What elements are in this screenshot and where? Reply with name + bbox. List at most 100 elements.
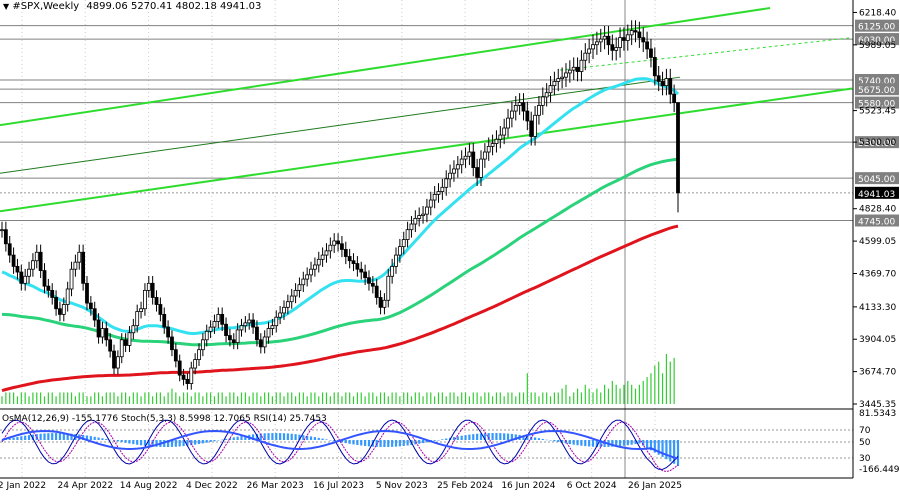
candle-body: [197, 349, 201, 360]
osma-bar: [495, 433, 498, 440]
osma-bar: [251, 434, 255, 440]
volume-bar: [472, 392, 474, 404]
candle-body: [479, 158, 483, 178]
osma-bar: [82, 434, 85, 440]
osma-bar: [290, 433, 293, 440]
volume-bar: [468, 396, 471, 404]
volume-bar: [422, 396, 424, 404]
candle-body: [564, 72, 568, 78]
osma-bar: [541, 438, 544, 440]
osma-bar: [190, 440, 193, 446]
current-price-label: 4941.03: [858, 190, 895, 200]
volume-bar: [376, 396, 378, 404]
osma-bar: [676, 440, 680, 467]
level-label: 5675.00: [858, 86, 895, 96]
volume-bar: [584, 384, 586, 404]
candle-body: [239, 325, 244, 331]
osma-bar: [182, 440, 185, 447]
osma-bar: [491, 433, 494, 440]
volume-bar: [109, 392, 111, 404]
oscillator-panel: 81.5343 70 50 30-166.4495 OsMA(12,26,9) -155…: [0, 409, 900, 475]
y-tick-label: 5989.05: [859, 41, 896, 51]
osma-bar: [669, 440, 672, 462]
volume-bar: [673, 357, 675, 404]
volume-bar: [86, 396, 88, 404]
volume-bar: [275, 392, 277, 404]
volume-bar: [217, 392, 219, 404]
volume-bar: [360, 392, 362, 404]
candle-body: [293, 289, 298, 297]
osma-bar: [236, 436, 239, 440]
candle-body: [181, 374, 186, 380]
candle-body: [637, 31, 642, 39]
volume-bar: [279, 392, 281, 404]
volume-bar: [28, 396, 30, 404]
candle-body: [189, 367, 194, 384]
candle-body: [297, 284, 302, 291]
candle-body: [69, 268, 74, 290]
osma-bar: [545, 439, 548, 441]
volume-bar: [445, 396, 447, 404]
candle-body: [340, 243, 344, 250]
osma-bar: [421, 440, 425, 444]
osma-bar: [136, 440, 139, 445]
candle-body: [660, 81, 665, 87]
osma-bar: [503, 433, 506, 440]
osma-bar: [673, 440, 676, 464]
candle-body: [591, 44, 595, 50]
candle-body: [552, 81, 557, 87]
osma-bar: [167, 440, 170, 447]
osma-bar: [109, 439, 112, 441]
candle-body: [502, 127, 507, 136]
osma-bar: [333, 440, 336, 441]
volume-bar: [51, 392, 53, 404]
volume-bar: [190, 396, 192, 404]
osma-bar: [514, 434, 517, 440]
candle-body: [575, 66, 580, 72]
osma-bar: [418, 440, 421, 444]
volume-bar: [379, 392, 382, 404]
osma-bar: [665, 440, 668, 460]
osc-y-label: 30: [859, 454, 871, 464]
osma-bar: [356, 440, 359, 446]
level-tag: [855, 83, 899, 96]
candle-body: [123, 339, 128, 346]
volume-bar: [5, 392, 7, 404]
volume-bar: [499, 392, 501, 404]
volume-bar: [615, 384, 617, 404]
candle-body: [417, 215, 422, 219]
candle-body: [533, 114, 537, 137]
ema-mid-line: [1, 157, 679, 347]
osma-bar: [557, 440, 560, 443]
candle-body: [143, 289, 147, 310]
volume-bar: [271, 396, 273, 404]
level-label: 5580.00: [858, 100, 895, 110]
candle-body: [370, 282, 375, 287]
candle-body: [355, 263, 360, 270]
osma-bar: [367, 440, 371, 447]
volume-bar: [650, 373, 652, 404]
candle-body: [641, 37, 646, 43]
osma-bar: [642, 440, 645, 446]
candle-body: [162, 313, 167, 328]
volume-bar: [322, 392, 324, 404]
candle-body: [0, 229, 4, 232]
volume-bar: [125, 392, 127, 404]
candle-body: [367, 277, 371, 284]
x-tick-label: 25 Feb 2024: [437, 481, 493, 491]
x-tick-label: 26 Mar 2023: [247, 481, 304, 491]
volume-bar: [294, 396, 297, 404]
volume-bar: [488, 392, 490, 404]
volume-bar: [542, 392, 544, 404]
volume-bar: [669, 361, 671, 404]
osc-y-label: 81.5343: [859, 409, 896, 419]
volume-bar: [105, 392, 107, 404]
osma-bar: [24, 435, 27, 440]
osma-bar: [313, 437, 316, 440]
candle-body: [320, 254, 325, 260]
osc-y-label: 50: [859, 438, 871, 448]
osma-bar: [622, 440, 626, 446]
candle-body: [27, 268, 31, 277]
